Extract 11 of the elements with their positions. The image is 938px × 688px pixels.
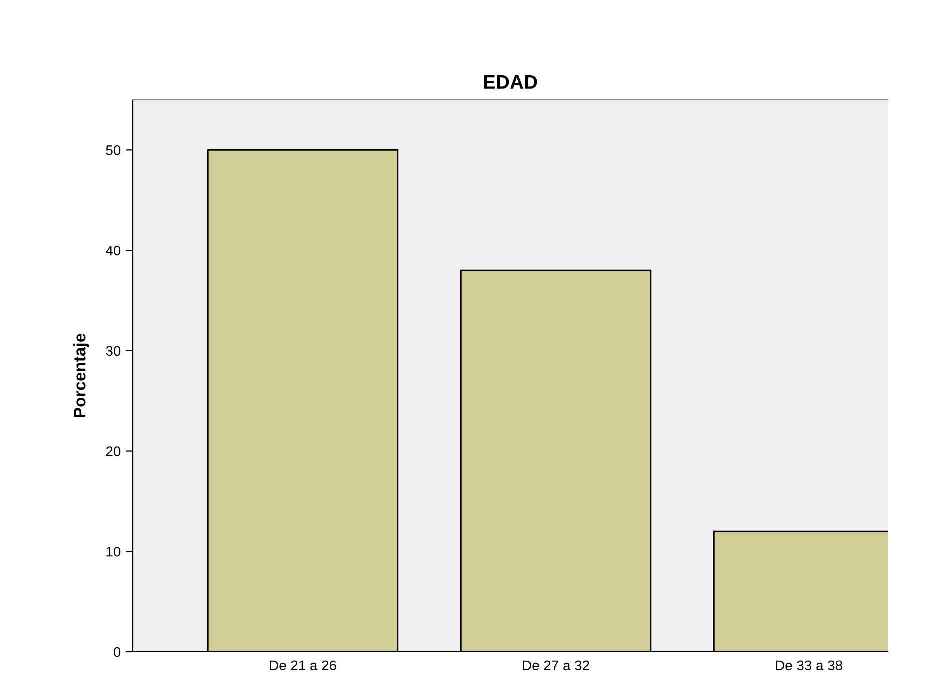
y-tick-label: 0 [114, 647, 121, 658]
y-tick-label: 40 [106, 246, 121, 256]
chart-title: EDAD [484, 76, 538, 89]
y-tick-label: 10 [106, 546, 121, 557]
x-tick-label: De 27 a 32 [523, 660, 590, 671]
x-tick-label: De 33 a 38 [776, 660, 842, 671]
y-tick-label: 50 [106, 146, 121, 156]
y-axis-title: Porcentaje [74, 334, 90, 418]
x-tick-label: De 21 a 26 [270, 660, 336, 671]
y-tick-label: 20 [106, 446, 121, 456]
y-tick-label: 30 [106, 346, 121, 356]
